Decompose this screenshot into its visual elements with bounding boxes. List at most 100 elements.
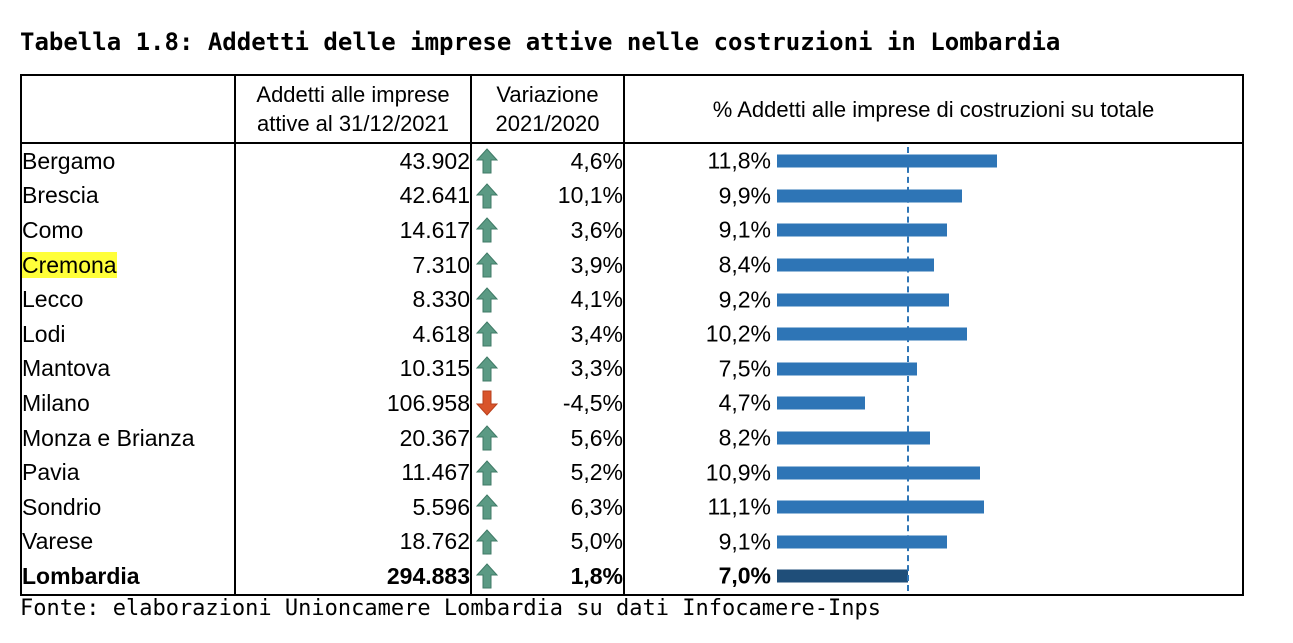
header-addetti: Addetti alle imprese attive al 31/12/202… bbox=[234, 74, 472, 144]
pct-bar bbox=[777, 466, 981, 480]
arrow-up-icon bbox=[475, 286, 499, 313]
province-name-text: Mantova bbox=[22, 355, 111, 382]
province-name: Lombardia bbox=[20, 559, 236, 596]
province-name: Mantova bbox=[20, 351, 236, 387]
pct-bar bbox=[777, 223, 947, 237]
table-row: Sondrio 5.596 6,3% 11,1% bbox=[20, 489, 1244, 525]
variazione-value: 6,3% bbox=[570, 493, 623, 520]
arrow-up-icon bbox=[475, 148, 499, 174]
addetti-value: 14.617 bbox=[234, 213, 472, 248]
province-name-text: Monza e Brianza bbox=[22, 424, 195, 451]
province-name: Cremona bbox=[20, 247, 236, 283]
addetti-value: 106.958 bbox=[234, 386, 472, 421]
province-name: Lecco bbox=[20, 282, 236, 317]
pct-bar bbox=[777, 154, 997, 168]
province-name: Monza e Brianza bbox=[20, 420, 236, 456]
addetti-value: 294.883 bbox=[234, 559, 472, 596]
variazione-value: 4,1% bbox=[570, 286, 623, 313]
header-variazione-line2: 2021/2020 bbox=[495, 111, 600, 136]
pct-label: 4,7% bbox=[718, 389, 771, 416]
province-name-text: Milano bbox=[22, 389, 90, 416]
addetti-value: 8.330 bbox=[234, 282, 472, 317]
pct-bar bbox=[777, 431, 930, 445]
province-name-text: Lecco bbox=[22, 286, 84, 313]
table-row: Bergamo 43.902 4,6% 11,8% bbox=[20, 143, 1244, 179]
addetti-value: 5.596 bbox=[234, 489, 472, 525]
variazione-cell: 6,3% bbox=[470, 489, 625, 525]
arrow-up-icon bbox=[475, 563, 499, 589]
data-table: Addetti alle imprese attive al 31/12/202… bbox=[20, 74, 1244, 596]
pct-label: 8,4% bbox=[718, 251, 771, 278]
province-name-text: Brescia bbox=[22, 182, 99, 209]
variazione-cell: 4,6% bbox=[470, 143, 625, 179]
variazione-cell: 5,6% bbox=[470, 420, 625, 456]
pct-cell: 9,1% bbox=[623, 524, 1244, 560]
variazione-value: 5,6% bbox=[570, 424, 623, 451]
province-name-text: Sondrio bbox=[22, 493, 102, 520]
addetti-value: 11.467 bbox=[234, 455, 472, 490]
variazione-value: 5,0% bbox=[570, 528, 623, 555]
pct-label: 11,8% bbox=[707, 147, 771, 174]
variazione-cell: 4,1% bbox=[470, 282, 625, 317]
variazione-value: 3,3% bbox=[570, 355, 623, 382]
arrow-up-icon bbox=[475, 425, 499, 451]
variazione-cell: 3,4% bbox=[470, 316, 625, 352]
variazione-value: 1,8% bbox=[570, 562, 623, 589]
arrow-up-icon bbox=[475, 183, 499, 209]
variazione-cell: 3,6% bbox=[470, 213, 625, 248]
table-row: Pavia 11.467 5,2% 10,9% bbox=[20, 455, 1244, 490]
variazione-cell: 5,2% bbox=[470, 455, 625, 490]
pct-bar bbox=[777, 258, 934, 272]
table-row: Como 14.617 3,6% 9,1% bbox=[20, 213, 1244, 248]
province-name: Sondrio bbox=[20, 489, 236, 525]
source-note: Fonte: elaborazioni Unioncamere Lombardi… bbox=[20, 596, 881, 621]
header-row: Addetti alle imprese attive al 31/12/202… bbox=[20, 74, 1244, 144]
province-name: Brescia bbox=[20, 178, 236, 214]
arrow-up-icon bbox=[475, 356, 499, 382]
pct-cell: 10,2% bbox=[623, 316, 1244, 352]
header-addetti-line1: Addetti alle imprese bbox=[256, 82, 450, 107]
arrow-up-icon bbox=[475, 529, 499, 555]
pct-cell: 11,8% bbox=[623, 143, 1244, 179]
arrow-up-icon bbox=[475, 459, 499, 486]
province-name: Bergamo bbox=[20, 143, 236, 179]
variazione-value: 3,9% bbox=[570, 251, 623, 278]
variazione-cell: 3,9% bbox=[470, 247, 625, 283]
table-row: Mantova 10.315 3,3% 7,5% bbox=[20, 351, 1244, 387]
table-row: Brescia 42.641 10,1% 9,9% bbox=[20, 178, 1244, 214]
header-addetti-line2: attive al 31/12/2021 bbox=[256, 111, 450, 136]
pct-label: 10,2% bbox=[705, 320, 771, 347]
pct-label: 9,1% bbox=[718, 528, 771, 555]
average-reference-line bbox=[906, 147, 909, 591]
table-row: Cremona 7.310 3,9% 8,4% bbox=[20, 247, 1244, 283]
table-row: Varese 18.762 5,0% 9,1% bbox=[20, 524, 1244, 560]
pct-cell: 7,0% bbox=[623, 559, 1244, 596]
variazione-cell: 1,8% bbox=[470, 559, 625, 596]
province-name-text: Bergamo bbox=[22, 147, 116, 174]
province-name-text: Pavia bbox=[22, 459, 80, 486]
pct-bar bbox=[777, 327, 968, 341]
addetti-value: 42.641 bbox=[234, 178, 472, 214]
variazione-value: 5,2% bbox=[570, 459, 623, 486]
pct-label: 10,9% bbox=[705, 459, 771, 486]
pct-cell: 9,1% bbox=[623, 213, 1244, 248]
variazione-cell: -4,5% bbox=[470, 386, 625, 421]
pct-cell: 10,9% bbox=[623, 455, 1244, 490]
pct-bar bbox=[777, 189, 962, 203]
addetti-value: 4.618 bbox=[234, 316, 472, 352]
addetti-value: 10.315 bbox=[234, 351, 472, 387]
arrow-up-icon bbox=[475, 321, 499, 347]
arrow-up-icon bbox=[475, 252, 499, 278]
province-name-text: Varese bbox=[22, 528, 94, 555]
pct-bar bbox=[777, 293, 949, 307]
variazione-cell: 3,3% bbox=[470, 351, 625, 387]
pct-label: 9,1% bbox=[718, 216, 771, 243]
province-name-text: Lombardia bbox=[22, 562, 140, 589]
pct-bar bbox=[777, 362, 917, 376]
province-name: Pavia bbox=[20, 455, 236, 490]
province-name: Milano bbox=[20, 386, 236, 421]
header-variazione: Variazione 2021/2020 bbox=[470, 74, 625, 144]
header-variazione-line1: Variazione bbox=[496, 82, 599, 107]
pct-label: 7,5% bbox=[718, 355, 771, 382]
province-name: Lodi bbox=[20, 316, 236, 352]
